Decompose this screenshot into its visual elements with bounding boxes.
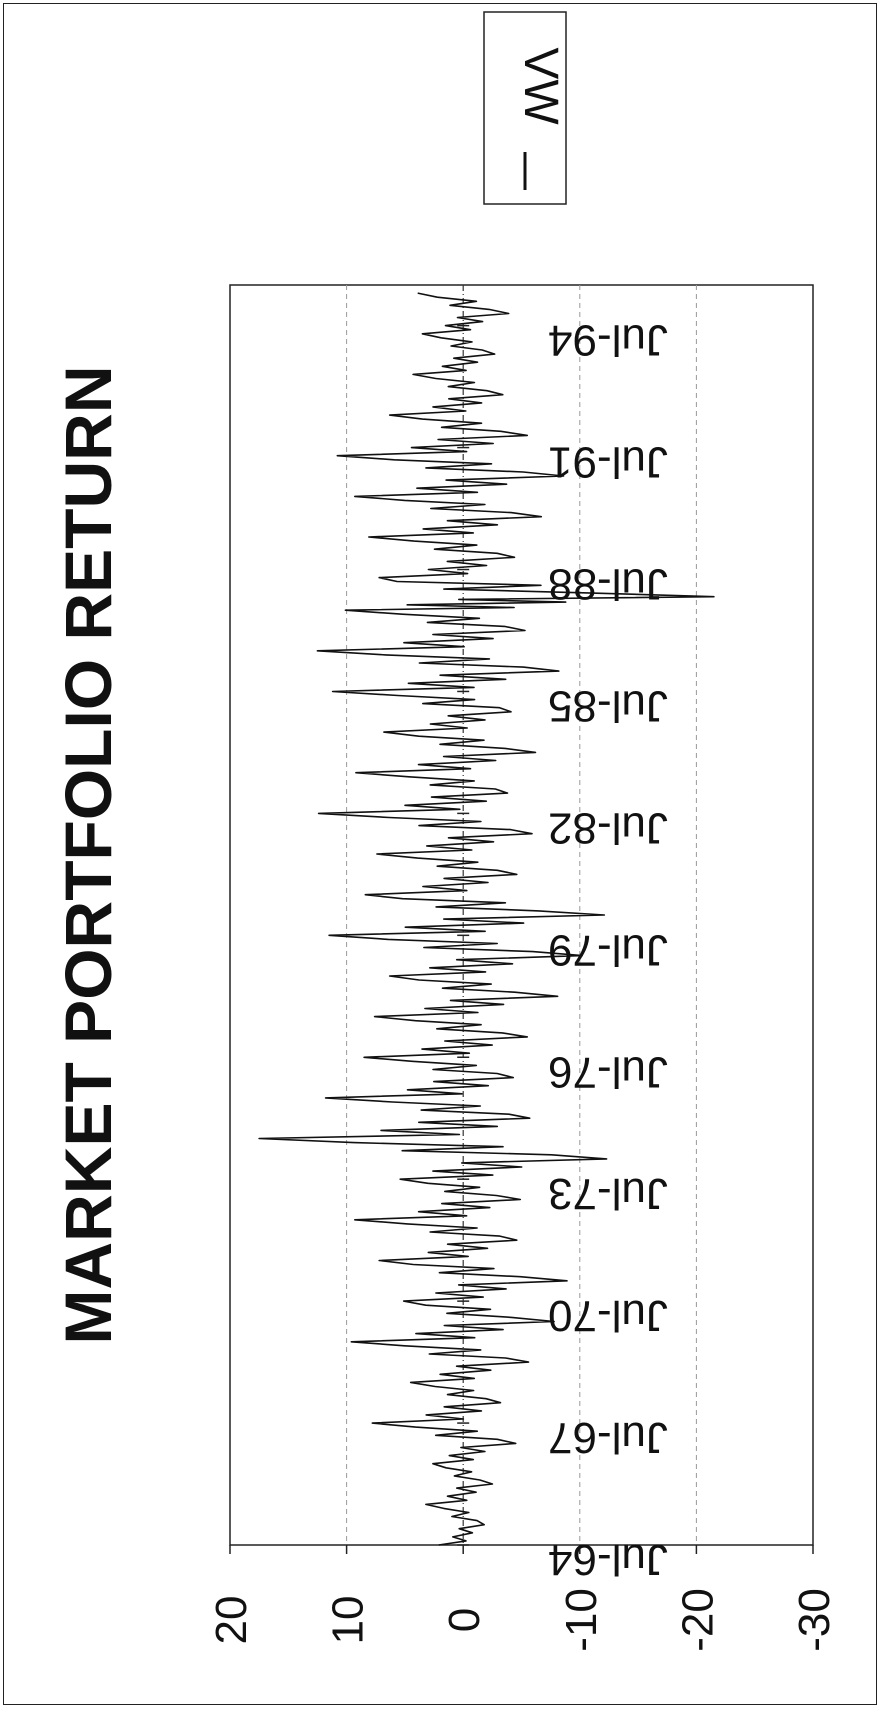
y-axis: 20 10 0 -10 -20 -30 [207,1545,839,1652]
x-tick-label: Jul-67 [548,1413,668,1462]
y-tick-label: 20 [207,1596,256,1645]
x-tick-label: Jul-85 [548,681,668,730]
x-tick-label: Jul-94 [548,316,668,365]
x-tick-label: Jul-88 [548,560,668,609]
y-tick-label: 10 [324,1596,373,1645]
y-tick-label: 0 [440,1608,489,1632]
x-tick-label: Jul-79 [548,925,668,974]
series-line-vw [258,292,715,1546]
chart-title: MARKET PORTFOLIO RETURN [51,366,125,1345]
page-frame [3,3,877,1705]
legend-label-vw: VW [514,47,567,125]
legend: VW [483,11,567,205]
x-tick-label: Jul-64 [548,1535,668,1584]
x-tick-label: Jul-76 [548,1047,668,1096]
x-axis: Jul-64 Jul-67 Jul-70 Jul-73 Jul-76 Jul-79 Jul-… [457,316,668,1584]
series-vw [258,292,715,1546]
x-tick-label: Jul-91 [548,438,668,487]
y-tick-label: -20 [673,1588,722,1652]
y-tick-label: -10 [557,1588,606,1652]
x-tick-label: Jul-82 [548,803,668,852]
plot-area [229,284,814,1546]
y-tick-label: -30 [790,1588,839,1652]
x-tick-label: Jul-70 [548,1291,668,1340]
x-tick-label: Jul-73 [548,1169,668,1218]
